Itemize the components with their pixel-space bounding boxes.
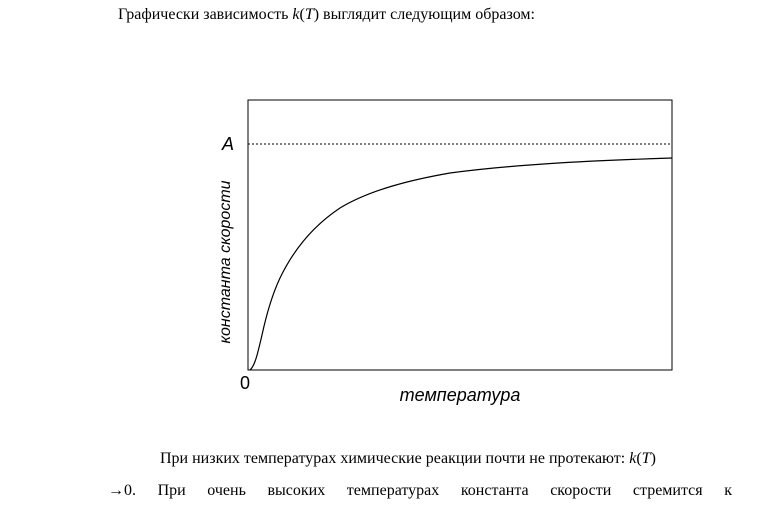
origin-label: 0 xyxy=(240,373,250,393)
text: Графически зависимость xyxy=(118,6,293,23)
asymptote-label: A xyxy=(221,134,234,154)
text: При низких температурах химические реакц… xyxy=(160,450,630,467)
plot-frame xyxy=(247,99,673,371)
intro-text: Графически зависимость k(T) выглядит сле… xyxy=(118,6,535,24)
paragraph-line: При низких температурах химические реакц… xyxy=(160,450,656,468)
paragraph-line: →0. При очень высоких температурах конст… xyxy=(108,482,732,499)
symbol: T xyxy=(304,6,314,23)
text: ) выглядит следующим образом: xyxy=(313,6,535,23)
text: ) xyxy=(650,450,656,467)
figure: A 0 температура константа скорости xyxy=(217,99,673,405)
text: ( xyxy=(636,450,642,467)
y-axis-label: константа скорости xyxy=(217,180,234,343)
symbol: k xyxy=(629,450,637,467)
symbol: T xyxy=(641,450,651,467)
curve xyxy=(249,157,673,371)
text: ( xyxy=(299,6,305,23)
x-axis-label: температура xyxy=(400,385,521,405)
symbol: k xyxy=(292,6,300,23)
